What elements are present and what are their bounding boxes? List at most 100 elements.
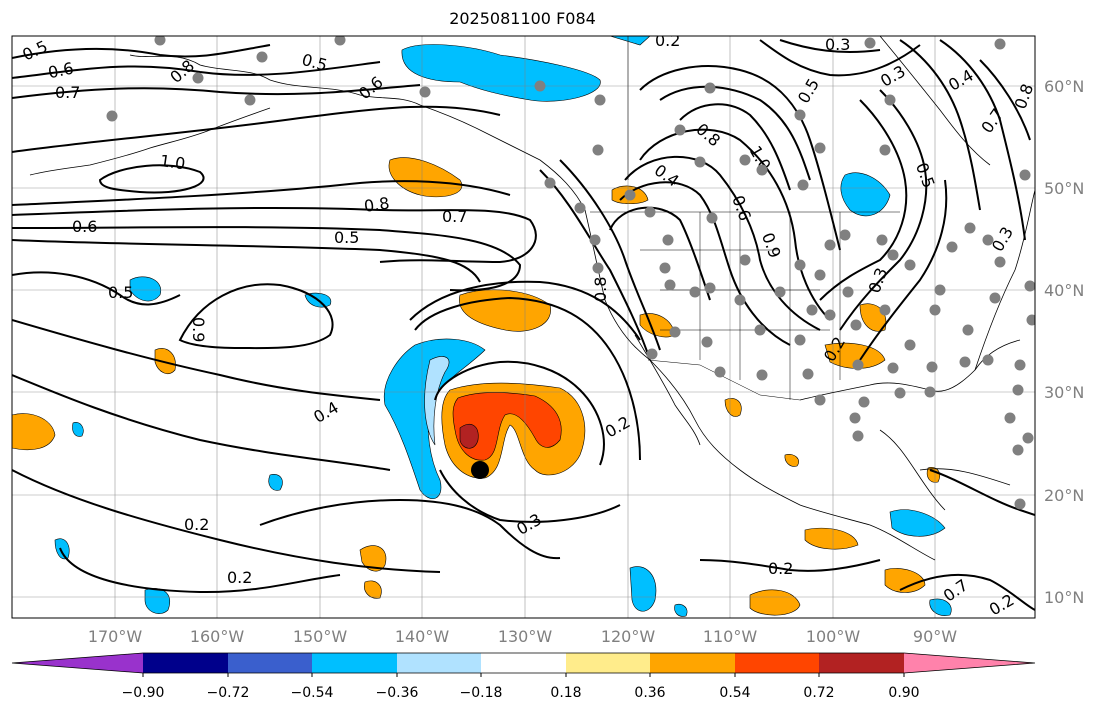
station-dot [256,51,268,63]
station-dot [850,319,862,331]
lat-label: 20°N [1044,486,1084,505]
shade-alaska-negative-2 [609,36,651,46]
station-dot [192,72,204,84]
figure-title: 2025081100 F084 [449,9,596,28]
station-dot [644,206,656,218]
station-dot [887,362,899,374]
station-dot [739,154,751,166]
contour-label: 0.5 [334,228,359,247]
coast-alaska [129,54,586,211]
colorbar-tick-label: 0.90 [888,685,919,701]
contour-label: 0.7 [55,83,80,102]
contour-label: 0.2 [768,559,793,578]
station-dot [594,94,606,106]
station-dot [774,286,786,298]
station-dot [876,234,888,246]
station-dot [669,326,681,338]
contour-label: 0.6 [46,58,75,82]
lon-label: 120°W [601,627,656,646]
colorbar-segment [650,653,735,673]
colorbar-extend-low [12,653,143,673]
lon-label: 110°W [703,627,758,646]
station-dot [852,359,864,371]
station-dot [879,144,891,156]
station-dot [574,202,586,214]
colorbar-segment [143,653,228,673]
station-dot [1024,280,1035,292]
station-dot [1026,314,1035,326]
station-dot [592,144,604,156]
colorbar-segment [481,653,566,673]
station-dot [797,179,809,191]
station-dot [756,369,768,381]
station-dot [924,386,936,398]
station-dot [894,387,906,399]
shade-gulf-positive-2 [859,303,887,332]
station-dot [1012,444,1024,456]
lon-label: 150°W [293,627,348,646]
station-dot [734,294,746,306]
station-dot [589,234,601,246]
contour-label: 0.8 [591,277,610,302]
shade-hawaii-west-positive [12,413,56,451]
station-dot [904,339,916,351]
colorbar-ticks: −0.90 −0.72 −0.54 −0.36 −0.18 0.18 0.36 … [122,685,920,701]
station-dot [624,189,636,201]
shade-offshore-light [424,356,450,446]
coast-cuba [919,468,1011,486]
station-dot [592,262,604,274]
station-dot [1022,432,1034,444]
station-dot [884,94,896,106]
station-dot [544,177,556,189]
station-dot [849,412,861,424]
colorbar-segment [397,653,481,673]
lat-label: 60°N [1044,77,1084,96]
lat-label: 10°N [1044,588,1084,607]
station-dot [704,82,716,94]
shade-hawaii-neg [268,474,283,491]
lon-label: 100°W [806,627,861,646]
colorbar-segment [735,653,819,673]
station-dot [1012,384,1024,396]
lon-label: 170°W [88,627,143,646]
colorbar-tick-label: −0.36 [376,685,419,701]
station-dot [887,249,899,261]
station-dot [1014,359,1026,371]
station-dot [106,110,118,122]
station-dot [714,366,726,378]
colorbar-tick-label: 0.72 [803,685,834,701]
contour-label: 0.2 [655,31,680,50]
shading-layer [12,36,952,617]
station-dot [994,256,1006,268]
station-dot [154,36,166,46]
contour-label: 0.5 [108,283,133,302]
shade-caribbean-neg [889,509,946,537]
lat-label: 40°N [1044,281,1084,300]
shade-cyclone-red [452,392,562,461]
station-dot [701,336,713,348]
coast-aleutians [29,107,271,176]
shade-pacific-neg-4 [54,538,70,560]
station-dot [694,156,706,168]
lon-label: 160°W [190,627,245,646]
colorbar-segment [819,653,904,673]
shade-epac-positive [749,589,801,616]
station-dot [814,142,826,154]
border-mexico [647,359,801,401]
station-dot [959,356,971,368]
station-dot [904,259,916,271]
station-dot [864,37,876,49]
shade-ca-positive-2 [784,454,799,467]
station-dot [814,269,826,281]
colorbar-extend-high [904,653,1035,673]
contour-label: 0.7 [442,207,467,226]
station-dot [534,80,546,92]
contour-label: 0.2 [227,568,252,587]
storm-center-marker [471,461,489,479]
station-dot [879,304,891,316]
station-dot [756,164,768,176]
lat-label: 30°N [1044,383,1084,402]
station-dot [926,361,938,373]
colorbar-tick-label: −0.18 [460,685,503,701]
